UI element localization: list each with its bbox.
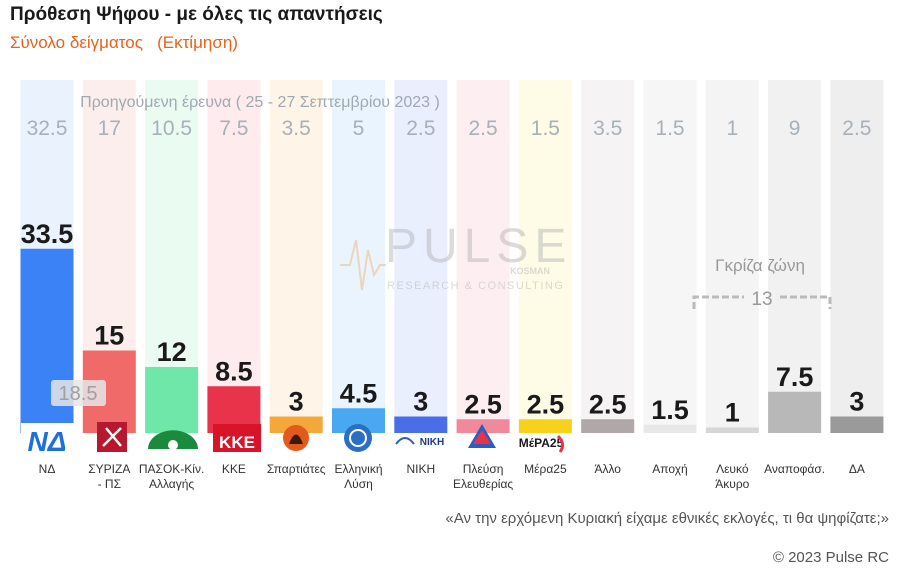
watermark-tag: KOSMAN (510, 266, 550, 276)
category-label: ΝΙΚΗ (406, 462, 435, 476)
gray-zone-label: Γκρίζα ζώνη (715, 256, 805, 275)
bar (518, 419, 572, 433)
category-label: - ΠΣ (98, 477, 121, 491)
category-label: Ελληνική (334, 462, 382, 476)
bar-value-label: 2.5 (589, 389, 627, 419)
svg-text:ΝΔ: ΝΔ (27, 426, 66, 457)
svg-text:ΝΙΚΗ: ΝΙΚΗ (420, 437, 444, 448)
previous-value-label: 2.5 (842, 117, 871, 140)
bar-value-label: 7.5 (776, 362, 814, 392)
category-label: Λευκό (716, 462, 749, 476)
column-background (456, 80, 510, 433)
category-label: Άκυρο (715, 477, 749, 491)
bar-value-label: 2.5 (527, 389, 565, 419)
category-label: Αποχή (652, 462, 687, 476)
watermark-main: PULSE (385, 220, 572, 273)
category-label: ΣΥΡΙΖΑ (88, 462, 130, 476)
bar (394, 416, 448, 433)
category-label: Ελευθερίας (453, 477, 513, 491)
previous-value-label: 7.5 (219, 117, 248, 140)
previous-survey-label: Προηγούμενη έρευνα ( 25 - 27 Σεπτεμβρίου… (80, 94, 440, 111)
elliniki-lysi-logo-icon (344, 424, 372, 452)
bar (581, 419, 635, 433)
party-logos: ΝΔ ΚΚΕ ΝΙΚΗ ΜέΡΑ25 (21, 422, 565, 457)
bar-value-label: 3 (413, 387, 428, 417)
svg-text:ΚΚΕ: ΚΚΕ (219, 433, 255, 452)
column-background (643, 80, 697, 433)
previous-value-label: 32.5 (27, 117, 68, 140)
bar-value-label: 12 (157, 337, 187, 367)
bar-value-label: 3 (849, 387, 864, 417)
column-background (394, 80, 448, 433)
survey-question: «Αν την ερχόμενη Κυριακή είχαμε εθνικές … (445, 510, 889, 527)
previous-value-label: 1.5 (531, 117, 560, 140)
bar-value-label: 8.5 (215, 356, 253, 386)
category-label: Σπαρτιάτες (267, 462, 326, 476)
chart-subtitle: Σύνολο δείγματος (Εκτίμηση) (10, 33, 238, 52)
category-label: Λύση (344, 477, 373, 491)
pulse-watermark: PULSE KOSMAN RESEARCH & CONSULTING (340, 220, 572, 292)
bar-value-label: 3 (289, 387, 304, 417)
previous-value-label: 2.5 (468, 117, 497, 140)
category-label: ΠΑΣΟΚ-Κίν. (139, 462, 204, 476)
bar-value-label: 4.5 (340, 378, 378, 408)
bar (145, 367, 199, 433)
previous-value-label: 9 (789, 117, 801, 140)
inner-label: 18.5 (51, 380, 106, 406)
category-label: ΝΔ (39, 462, 56, 476)
column-background (581, 80, 635, 433)
bar-value-label: 15 (94, 321, 124, 351)
category-label: Μέρα25 (524, 462, 567, 476)
previous-value-label: 10.5 (151, 117, 192, 140)
mera25-logo-icon: ΜέΡΑ25 (519, 434, 565, 453)
nd-logo-icon: ΝΔ (21, 423, 74, 457)
column-background (207, 80, 261, 433)
previous-value-label: 1 (726, 117, 738, 140)
svg-text:ΜέΡΑ25: ΜέΡΑ25 (519, 436, 564, 450)
bar-chart: PULSE KOSMAN RESEARCH & CONSULTING Προηγ… (20, 80, 884, 491)
category-label: Πλεύση (463, 462, 504, 476)
bar (643, 424, 697, 433)
column-background (705, 80, 759, 433)
copyright: © 2023 Pulse RC (772, 549, 889, 566)
column-background (332, 80, 385, 433)
previous-value-label: 17 (98, 117, 121, 140)
previous-value-label: 3.5 (593, 117, 622, 140)
niki-logo-icon: ΝΙΚΗ (395, 437, 444, 448)
gray-zone: Γκρίζα ζώνη 13 (692, 256, 832, 310)
gray-zone-value: 13 (751, 289, 772, 310)
syriza-logo-icon (97, 422, 127, 452)
previous-value-label: 5 (353, 117, 365, 140)
bar-value-label: 2.5 (464, 389, 502, 419)
kke-logo-icon: ΚΚΕ (213, 424, 261, 452)
category-label: Αλλαγής (149, 477, 194, 491)
previous-value-label: 1.5 (655, 117, 684, 140)
chart-title: Πρόθεση Ψήφου - με όλες τις απαντήσεις (10, 4, 383, 25)
column-background (269, 80, 323, 433)
column-background (830, 80, 884, 433)
bar-value-label: 1 (725, 398, 740, 428)
column-background (518, 80, 572, 433)
category-label: ΔΑ (849, 462, 865, 476)
category-label: ΚΚΕ (222, 462, 246, 476)
bar (768, 391, 822, 433)
bar-value-label: 33.5 (21, 219, 74, 249)
spartiates-logo-icon (283, 425, 309, 451)
previous-value-label: 2.5 (406, 117, 435, 140)
bar-value-label: 1.5 (651, 395, 689, 425)
plefsi-logo-icon (468, 424, 496, 448)
watermark-sub: RESEARCH & CONSULTING (387, 280, 564, 292)
svg-text:18.5: 18.5 (59, 383, 98, 405)
category-label: Αναποφάσ. (764, 462, 825, 476)
bar (269, 416, 323, 433)
column-background (768, 80, 822, 433)
previous-value-label: 3.5 (282, 117, 311, 140)
bar (705, 427, 759, 433)
bar (830, 416, 884, 433)
category-label: Άλλο (594, 462, 621, 476)
pasok-logo-icon (148, 430, 198, 450)
